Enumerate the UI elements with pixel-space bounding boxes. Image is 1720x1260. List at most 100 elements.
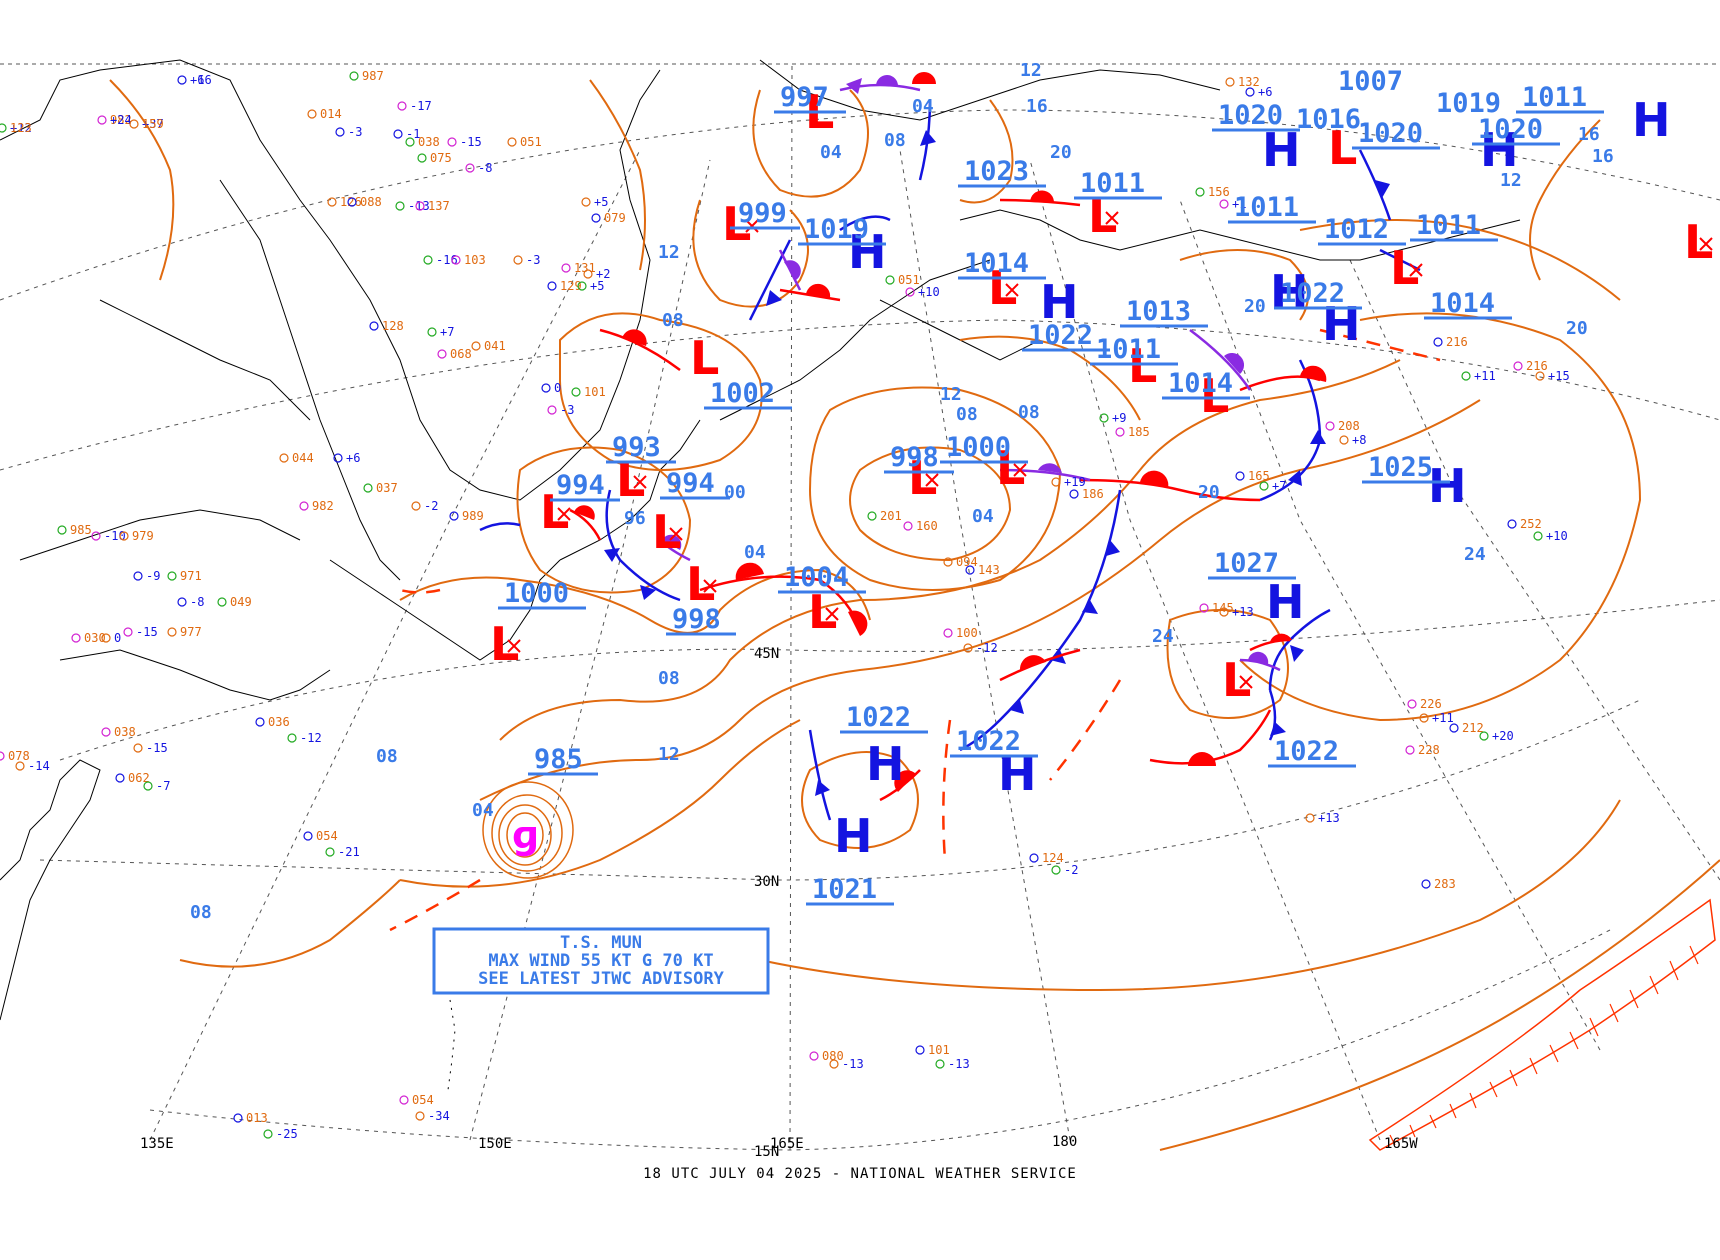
station-circle (1507, 519, 1517, 529)
pressure-label: 997 (780, 82, 829, 113)
station-value: 212 (1462, 721, 1484, 735)
station-circle (411, 501, 421, 511)
lat-line-30n (39, 699, 1641, 881)
typhoon-isobar-1 (506, 812, 544, 858)
low-symbol: L (1128, 339, 1157, 393)
pressure-label: 1020 (1358, 118, 1423, 149)
pressure-label: 1011 (1234, 192, 1299, 223)
station-value: -21 (338, 845, 360, 859)
low-symbol: L (988, 261, 1017, 315)
high-symbol: H (834, 809, 873, 863)
trough-2 (942, 719, 952, 861)
station-circle (447, 137, 457, 147)
trough-4 (1319, 328, 1441, 362)
lat-line-45n (59, 599, 1720, 761)
station-circle (255, 717, 265, 727)
station-circle (1245, 87, 1255, 97)
contour-label: 00 (724, 482, 746, 503)
warm-lobe-4 (1030, 190, 1055, 203)
station-value: -13 (948, 1057, 970, 1071)
contour-label: 08 (658, 668, 680, 689)
station-circle (1219, 607, 1229, 617)
station-value: 137 (428, 199, 450, 213)
high-symbol: H (1632, 93, 1671, 147)
station-value: 129 (560, 279, 582, 293)
isobar-1016 (399, 719, 801, 888)
cold-front-10 (1358, 149, 1392, 221)
lon-line-150w (1179, 199, 1601, 1051)
contour-label: 08 (1018, 402, 1040, 423)
kamchatka-coast (719, 259, 991, 421)
hatched-front-outline (1368, 898, 1716, 1151)
contour-label: 24 (1464, 544, 1486, 565)
station-circle (299, 501, 309, 511)
station-circle (287, 733, 297, 743)
pressure-label: 1027 (1214, 548, 1279, 579)
low-x-mark (1005, 283, 1019, 297)
station-value: 165 (1248, 469, 1270, 483)
station-circle (1051, 865, 1061, 875)
station-value: +16 (190, 73, 212, 87)
station-value: -13 (408, 199, 430, 213)
low-x-mark (1409, 263, 1423, 277)
station-circle (363, 483, 373, 493)
trough-1 (389, 878, 481, 932)
station-value: 041 (484, 339, 506, 353)
pressure-label: 1012 (1324, 214, 1389, 245)
isobar-997 (752, 89, 869, 198)
pressure-label: 1014 (1168, 368, 1233, 399)
taiwan-philippines-coastline (0, 759, 101, 1021)
pressure-label: 1000 (504, 578, 569, 609)
lon-line-135e (149, 149, 641, 1141)
low-x-mark (703, 579, 717, 593)
station-value: 075 (430, 151, 452, 165)
station-value: 054 (412, 1093, 434, 1107)
station-value: 208 (1338, 419, 1360, 433)
warm-lobe-8 (1019, 655, 1046, 670)
contour-label: 12 (658, 242, 680, 263)
station-circle (395, 201, 405, 211)
cold-front-barbs (604, 130, 1390, 796)
contour-labels: 04 08 12 08 04 16 20 12 16 16 12 08 12 0… (190, 60, 1614, 923)
pressure-label: 985 (534, 744, 583, 775)
pressure-label: 1007 (1338, 66, 1403, 97)
station-value: -9 (146, 569, 160, 583)
station-circle (903, 521, 913, 531)
cold-front-6 (748, 239, 792, 321)
station-circle (1433, 337, 1443, 347)
isobar-okhotsk (589, 79, 646, 271)
station-circle (1419, 713, 1429, 723)
contour-label: 12 (658, 744, 680, 765)
station-value: 101 (584, 385, 606, 399)
station-circle (541, 383, 551, 393)
pressure-label: 998 (890, 442, 939, 473)
pressure-label: 1011 (1416, 210, 1481, 241)
station-value: 982 (312, 499, 334, 513)
high-symbol: H (1480, 123, 1519, 177)
pressure-label: 1022 (846, 702, 911, 733)
station-circle (71, 633, 81, 643)
station-circle (405, 137, 415, 147)
pressure-label: 1019 (804, 214, 869, 245)
station-value: 159 (142, 117, 164, 131)
station-circle (1115, 427, 1125, 437)
station-value: 100 (956, 626, 978, 640)
inland-border-2 (99, 299, 311, 421)
contour-label: 08 (884, 130, 906, 151)
marianas-dots (447, 999, 456, 1091)
map-footer: 18 UTC JULY 04 2025 - NATIONAL WEATHER S… (643, 1166, 1077, 1182)
isobar-1016-east (1299, 219, 1621, 301)
station-value: +5 (594, 195, 608, 209)
low-symbol: L (1222, 653, 1251, 707)
station-circle (451, 255, 461, 265)
isobar-1012-north (1179, 249, 1309, 321)
pressure-label: 1016 (1296, 104, 1361, 135)
pressure-label: 1022 (1274, 736, 1339, 767)
contour-label: 04 (472, 800, 494, 821)
station-value: 228 (1418, 743, 1440, 757)
station-value: 987 (362, 69, 384, 83)
station-circle (333, 453, 343, 463)
station-circle (1513, 361, 1523, 371)
station-value: -8 (478, 161, 492, 175)
station-circle (0, 123, 7, 133)
